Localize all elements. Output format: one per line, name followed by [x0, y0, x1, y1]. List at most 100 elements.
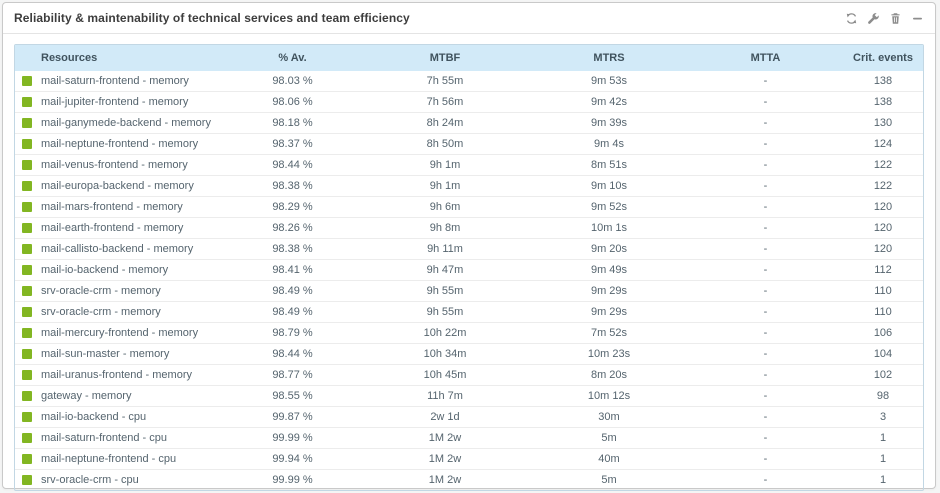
resource-name[interactable]: srv-oracle-crm - memory	[39, 301, 225, 323]
mtbf-value: 7h 56m	[360, 91, 530, 113]
status-cell	[15, 406, 39, 428]
table-header-row: Resources % Av. MTBF MTRS MTTA Crit. eve…	[15, 45, 923, 71]
mtbf-value: 7h 55m	[426, 75, 464, 87]
mtrs-value: 8m 20s	[530, 364, 688, 386]
availability-value: 98.38 %	[225, 175, 360, 197]
mtrs-value: 9m 49s	[530, 259, 688, 281]
table-row[interactable]: mail-earth-frontend - memory 98.26 % 9h …	[15, 217, 923, 239]
mtta-value: -	[688, 175, 843, 197]
table-row[interactable]: mail-uranus-frontend - memory 98.77 % 10…	[15, 364, 923, 386]
status-cell	[15, 364, 39, 386]
status-cell	[15, 133, 39, 155]
table-row[interactable]: mail-jupiter-frontend - memory 98.06 % 7…	[15, 91, 923, 113]
column-header-mtbf[interactable]: MTBF	[360, 45, 530, 71]
table-row[interactable]: mail-mercury-frontend - memory 98.79 % 1…	[15, 322, 923, 344]
table-row[interactable]: mail-venus-frontend - memory 98.44 % 9h …	[15, 154, 923, 176]
resource-name[interactable]: mail-europa-backend - memory	[39, 175, 225, 197]
table-row[interactable]: mail-sun-master - memory 98.44 % 10h 34m…	[15, 343, 923, 365]
mtbf-value: 9h 6m	[360, 196, 530, 218]
mtrs-value: 7m 52s	[530, 322, 688, 344]
resource-name[interactable]: srv-oracle-crm - cpu	[39, 469, 225, 490]
resource-name[interactable]: mail-saturn-frontend - memory	[41, 75, 189, 87]
status-cell	[15, 385, 39, 407]
mtrs-value: 9m 20s	[530, 238, 688, 260]
status-cell	[15, 259, 39, 281]
mtrs-value: 10m 23s	[530, 343, 688, 365]
mtrs-value: 8m 51s	[530, 154, 688, 176]
refresh-icon[interactable]	[844, 11, 858, 25]
mtta-value: -	[688, 364, 843, 386]
status-up-icon	[22, 349, 32, 360]
mtrs-value: 9m 53s	[590, 75, 628, 87]
availability-value: 98.49 %	[225, 301, 360, 323]
availability-value: 98.26 %	[225, 217, 360, 239]
crit-events-value: 112	[843, 259, 923, 281]
table-row[interactable]: mail-ganymede-backend - memory 98.18 % 8…	[15, 112, 923, 134]
mtbf-value: 11h 7m	[360, 385, 530, 407]
resource-name[interactable]: srv-oracle-crm - memory	[39, 280, 225, 302]
resource-name[interactable]: mail-sun-master - memory	[39, 343, 225, 365]
status-up-icon	[22, 286, 32, 297]
minimize-icon[interactable]	[910, 11, 924, 25]
resource-name[interactable]: mail-callisto-backend - memory	[39, 238, 225, 260]
availability-value: 98.55 %	[225, 385, 360, 407]
crit-events-value: 106	[843, 322, 923, 344]
mtbf-value: 8h 50m	[360, 133, 530, 155]
table-row[interactable]: mail-saturn-frontend - memory 98.03 % 7h…	[15, 71, 923, 92]
mtbf-value: 9h 11m	[360, 238, 530, 260]
resource-name[interactable]: mail-saturn-frontend - cpu	[39, 427, 225, 449]
table-row[interactable]: mail-io-backend - cpu 99.87 % 2w 1d 30m …	[15, 406, 923, 428]
resource-name[interactable]: mail-mars-frontend - memory	[39, 196, 225, 218]
column-header-resources[interactable]: Resources	[39, 45, 225, 71]
status-up-icon	[22, 370, 32, 381]
table-row[interactable]: srv-oracle-crm - memory 98.49 % 9h 55m 9…	[15, 301, 923, 323]
table-row[interactable]: mail-saturn-frontend - cpu 99.99 % 1M 2w…	[15, 427, 923, 449]
column-header-availability[interactable]: % Av.	[225, 45, 360, 71]
table-row[interactable]: mail-io-backend - memory 98.41 % 9h 47m …	[15, 259, 923, 281]
availability-value: 99.87 %	[225, 406, 360, 428]
status-up-icon	[22, 454, 32, 465]
column-header-mtta[interactable]: MTTA	[688, 45, 843, 71]
table-row[interactable]: srv-oracle-crm - cpu 99.99 % 1M 2w 5m - …	[15, 469, 923, 490]
wrench-icon[interactable]	[866, 11, 880, 25]
status-up-icon	[22, 118, 32, 129]
resource-name[interactable]: gateway - memory	[39, 385, 225, 407]
availability-value: 98.37 %	[225, 133, 360, 155]
status-cell	[15, 280, 39, 302]
table-row[interactable]: mail-europa-backend - memory 98.38 % 9h …	[15, 175, 923, 197]
resource-name[interactable]: mail-io-backend - cpu	[39, 406, 225, 428]
resource-name[interactable]: mail-neptune-frontend - memory	[39, 133, 225, 155]
crit-events-value: 130	[843, 112, 923, 134]
availability-value: 99.94 %	[225, 448, 360, 470]
table-row[interactable]: mail-neptune-frontend - memory 98.37 % 8…	[15, 133, 923, 155]
table-row[interactable]: srv-oracle-crm - memory 98.49 % 9h 55m 9…	[15, 280, 923, 302]
table-row[interactable]: mail-callisto-backend - memory 98.38 % 9…	[15, 238, 923, 260]
availability-value: 98.03 %	[272, 75, 313, 87]
mtta-value: -	[763, 75, 768, 87]
resource-name[interactable]: mail-neptune-frontend - cpu	[39, 448, 225, 470]
mtrs-value: 9m 29s	[530, 301, 688, 323]
resource-name[interactable]: mail-uranus-frontend - memory	[39, 364, 225, 386]
resource-name[interactable]: mail-venus-frontend - memory	[39, 154, 225, 176]
mtbf-value: 2w 1d	[360, 406, 530, 428]
mtbf-value: 9h 55m	[360, 301, 530, 323]
resource-name[interactable]: mail-jupiter-frontend - memory	[39, 91, 225, 113]
mtta-value: -	[688, 154, 843, 176]
trash-icon[interactable]	[888, 11, 902, 25]
column-header-mtrs[interactable]: MTRS	[530, 45, 688, 71]
resource-name[interactable]: mail-io-backend - memory	[39, 259, 225, 281]
mtrs-value: 10m 1s	[530, 217, 688, 239]
resource-name[interactable]: mail-ganymede-backend - memory	[39, 112, 225, 134]
mtrs-value: 9m 52s	[530, 196, 688, 218]
mtta-value: -	[688, 112, 843, 134]
column-header-crit-events[interactable]: Crit. events	[843, 45, 923, 71]
table-row[interactable]: mail-mars-frontend - memory 98.29 % 9h 6…	[15, 196, 923, 218]
mtta-value: -	[688, 280, 843, 302]
crit-events-value: 1	[843, 427, 923, 449]
resource-name[interactable]: mail-earth-frontend - memory	[39, 217, 225, 239]
table-row[interactable]: gateway - memory 98.55 % 11h 7m 10m 12s …	[15, 385, 923, 407]
status-up-icon	[22, 475, 32, 486]
table-row[interactable]: mail-neptune-frontend - cpu 99.94 % 1M 2…	[15, 448, 923, 470]
resource-name[interactable]: mail-mercury-frontend - memory	[39, 322, 225, 344]
